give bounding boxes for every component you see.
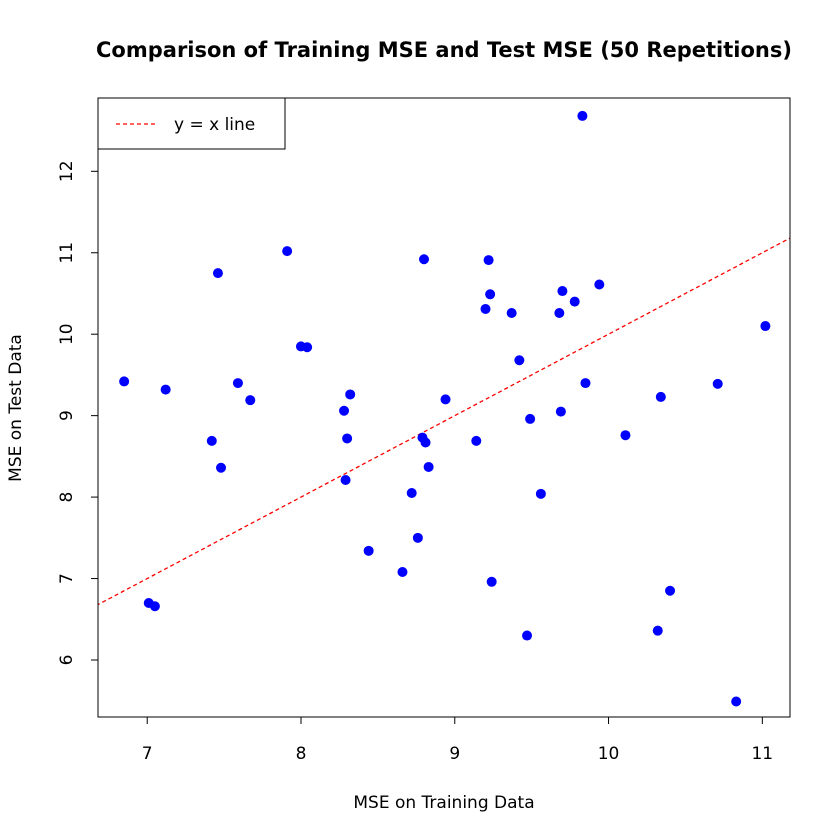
- data-point: [665, 585, 676, 596]
- data-point: [480, 303, 491, 314]
- reference-line: [98, 237, 790, 606]
- data-point: [471, 435, 482, 446]
- data-point: [712, 378, 723, 389]
- data-point: [342, 433, 353, 444]
- data-point: [485, 289, 496, 300]
- data-point: [119, 376, 130, 387]
- plot-frame: [97, 97, 791, 718]
- points-layer: [119, 110, 771, 707]
- y-axis-title: MSE on Test Data: [6, 334, 26, 482]
- data-point: [569, 296, 580, 307]
- data-point: [652, 625, 663, 636]
- data-point: [206, 435, 217, 446]
- chart-title: Comparison of Training MSE and Test MSE …: [96, 38, 792, 62]
- y-tick-label: 10: [57, 323, 77, 345]
- x-tick-label: 11: [751, 744, 773, 764]
- data-point: [535, 488, 546, 499]
- data-point: [486, 576, 497, 587]
- data-point: [731, 696, 742, 707]
- x-tick-label: 8: [296, 744, 307, 764]
- data-point: [506, 308, 517, 319]
- data-point: [212, 268, 223, 279]
- x-tick-label: 10: [598, 744, 620, 764]
- legend-label: y = x line: [174, 115, 255, 135]
- x-tick-label: 9: [449, 744, 460, 764]
- data-point: [594, 279, 605, 290]
- data-point: [345, 389, 356, 400]
- data-point: [339, 405, 350, 416]
- data-point: [149, 601, 160, 612]
- data-point: [423, 461, 434, 472]
- data-point: [514, 355, 525, 366]
- y-tick-label: 8: [57, 492, 77, 503]
- data-point: [232, 378, 243, 389]
- x-tick-label: 7: [142, 744, 153, 764]
- data-point: [620, 430, 631, 441]
- data-point: [412, 532, 423, 543]
- y-tick-label: 11: [57, 242, 77, 264]
- data-point: [363, 545, 374, 556]
- y-axis: 6 7 8 9 10 11 12: [57, 160, 99, 666]
- data-point: [577, 110, 588, 121]
- legend-box: [97, 97, 286, 150]
- y-tick-label: 12: [57, 160, 77, 182]
- data-point: [555, 406, 566, 417]
- data-point: [760, 321, 771, 332]
- data-point: [160, 384, 171, 395]
- legend: y = x line: [97, 97, 286, 150]
- data-point: [522, 630, 533, 641]
- data-point: [483, 255, 494, 266]
- x-axis-title: MSE on Training Data: [353, 793, 534, 813]
- data-point: [554, 308, 565, 319]
- y-tick-label: 6: [57, 655, 77, 666]
- data-point: [420, 437, 431, 448]
- data-point: [216, 462, 227, 473]
- data-point: [245, 395, 256, 406]
- data-point: [406, 488, 417, 499]
- x-axis: 7 8 9 10 11: [142, 716, 773, 764]
- data-point: [302, 342, 313, 353]
- data-point: [557, 286, 568, 297]
- data-point: [282, 246, 293, 257]
- data-point: [397, 567, 408, 578]
- reference-line-layer: [98, 237, 790, 606]
- data-point: [525, 413, 536, 424]
- data-point: [440, 394, 451, 405]
- data-point: [655, 391, 666, 402]
- data-point: [340, 474, 351, 485]
- y-tick-label: 9: [57, 410, 77, 421]
- data-point: [419, 254, 430, 265]
- y-tick-label: 7: [57, 573, 77, 584]
- data-point: [580, 378, 591, 389]
